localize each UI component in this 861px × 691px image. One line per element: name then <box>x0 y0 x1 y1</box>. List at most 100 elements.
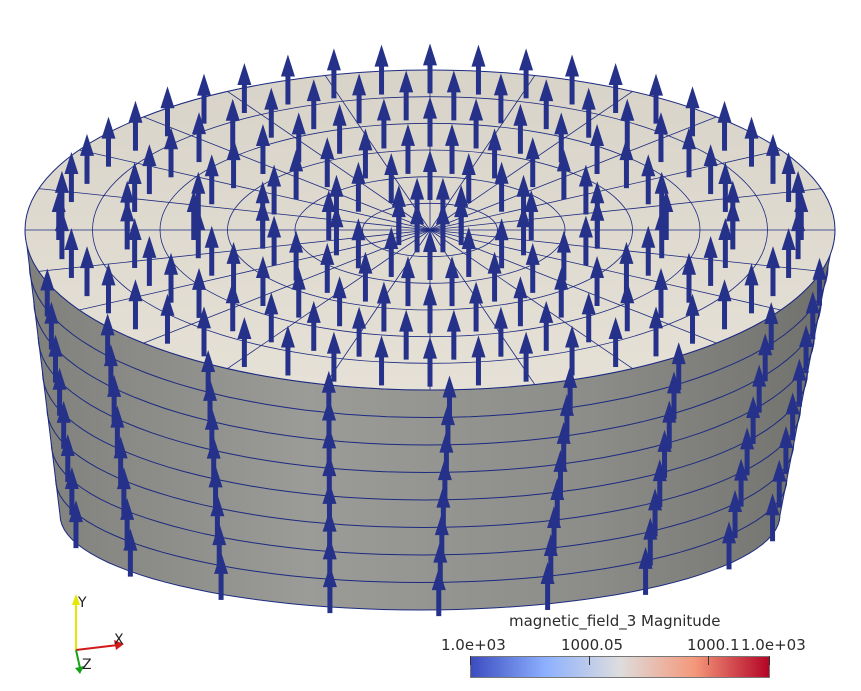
field-arrow <box>559 393 574 442</box>
field-arrow <box>204 154 219 205</box>
field-arrow <box>127 161 142 212</box>
field-arrow <box>289 230 304 281</box>
field-arrow <box>164 252 179 303</box>
field-arrow <box>792 358 807 407</box>
field-arrow <box>410 202 425 253</box>
field-arrow <box>326 331 341 382</box>
field-arrow <box>423 150 437 200</box>
field-arrow <box>524 190 539 240</box>
field-arrow <box>446 309 461 360</box>
field-arrow <box>681 252 696 303</box>
field-arrow <box>60 433 75 482</box>
field-arrow <box>445 256 460 307</box>
field-arrow <box>734 458 749 507</box>
field-arrow <box>454 195 469 246</box>
field-arrow <box>351 161 366 212</box>
field-arrow <box>255 124 270 175</box>
field-arrow <box>214 551 229 600</box>
field-arrow <box>101 116 116 167</box>
field-arrow <box>320 137 335 188</box>
field-arrow <box>103 344 118 393</box>
field-arrow <box>781 152 796 203</box>
field-arrow <box>641 154 656 205</box>
field-arrow <box>581 292 596 343</box>
field-arrow <box>116 467 131 516</box>
field-arrow <box>471 44 486 95</box>
field-arrow <box>469 98 484 149</box>
field-arrow <box>666 371 681 420</box>
field-arrow <box>685 293 700 344</box>
field-arrow <box>391 195 406 246</box>
field-arrow <box>160 293 175 344</box>
field-arrow <box>201 350 216 399</box>
field-arrow <box>64 467 79 516</box>
field-arrow <box>226 241 241 292</box>
field-arrow <box>48 334 63 383</box>
field-arrow <box>255 198 270 249</box>
field-arrow <box>556 149 571 200</box>
field-arrow <box>120 497 135 546</box>
field-arrow <box>291 112 306 163</box>
field-arrow <box>643 517 658 566</box>
field-arrow <box>203 378 218 427</box>
field-arrow <box>142 235 157 286</box>
field-arrow <box>652 459 667 508</box>
field-arrow <box>255 255 270 306</box>
field-arrow <box>556 230 571 281</box>
field-arrow <box>471 335 486 386</box>
colorbar-mid1-label: 1000.05 <box>561 636 624 654</box>
field-arrow <box>120 199 135 250</box>
field-arrow <box>399 309 414 360</box>
field-arrow <box>703 144 718 195</box>
field-arrow <box>160 86 175 137</box>
field-arrow <box>423 336 437 387</box>
field-arrow <box>435 202 450 253</box>
field-arrow <box>718 218 733 269</box>
field-arrow <box>487 128 502 179</box>
field-arrow <box>758 333 773 382</box>
axis-z-label: Z <box>82 657 92 673</box>
field-arrow <box>563 365 578 414</box>
field-arrow <box>445 123 460 174</box>
field-arrow <box>539 79 554 130</box>
axis-y-label: Y <box>77 595 87 611</box>
field-arrow <box>80 133 95 184</box>
field-arrow <box>554 112 569 163</box>
field-arrow <box>164 127 179 178</box>
field-arrow <box>376 98 391 149</box>
field-arrow <box>107 374 122 423</box>
field-arrow <box>653 267 668 318</box>
field-arrow <box>384 153 399 204</box>
field-arrow <box>649 73 664 124</box>
field-arrow <box>196 306 211 357</box>
field-arrow <box>539 300 554 351</box>
field-arrow <box>280 325 295 376</box>
field-arrow <box>725 199 740 250</box>
field-arrow <box>547 505 562 554</box>
field-arrow <box>657 429 672 478</box>
field-arrow <box>321 190 336 240</box>
field-arrow <box>399 70 414 121</box>
field-arrow <box>225 98 240 149</box>
colorbar-mid2-label: 1000.1 <box>687 636 740 654</box>
field-arrow <box>685 86 700 137</box>
field-arrow <box>805 291 820 340</box>
field-arrow <box>431 568 446 617</box>
field-arrow <box>608 317 623 368</box>
colorbar-tick <box>589 656 590 665</box>
field-arrow <box>332 103 347 154</box>
field-arrow <box>649 306 664 357</box>
field-arrow <box>306 79 321 130</box>
field-arrow <box>590 255 605 306</box>
field-arrow <box>461 226 476 277</box>
field-arrow <box>525 137 540 188</box>
field-arrow <box>812 257 827 306</box>
field-arrow <box>494 161 509 212</box>
axis-x-label: X <box>114 632 124 648</box>
field-arrow <box>128 100 143 151</box>
field-arrow <box>374 335 389 386</box>
field-arrow <box>554 267 569 318</box>
field-arrow <box>671 342 686 391</box>
field-arrow <box>469 281 484 332</box>
